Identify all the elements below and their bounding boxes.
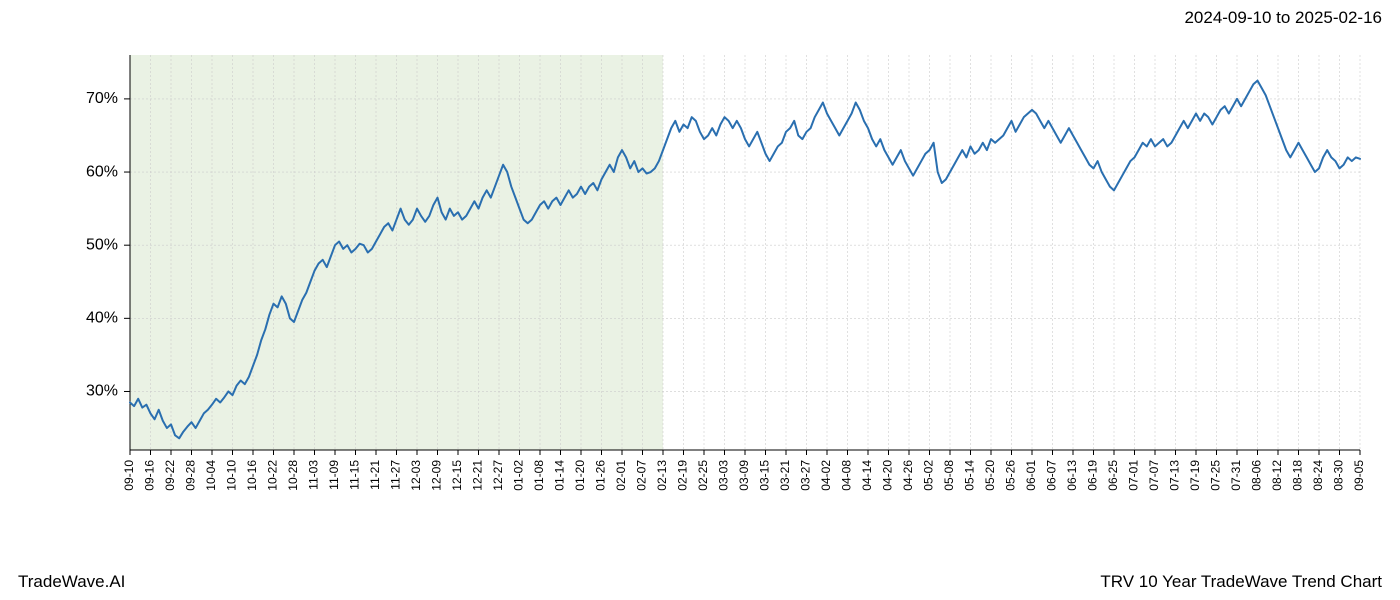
y-tick-label: 50% [86,236,118,253]
y-tick-label: 30% [86,383,118,400]
x-tick-label: 10-04 [204,460,218,491]
x-tick-label: 06-25 [1106,460,1120,491]
x-tick-label: 07-31 [1229,460,1243,491]
x-tick-label: 04-20 [881,460,895,491]
x-tick-label: 07-13 [1168,460,1182,491]
trend-line-chart: 30% 40% 50% 60% 70% 09-10 09-16 09-22 09-28 10-04… [0,45,1400,560]
x-tick-label: 11-27 [389,460,403,490]
x-tick-label: 07-19 [1188,460,1202,491]
chart-title: TRV 10 Year TradeWave Trend Chart [1100,572,1382,592]
y-tick-label: 60% [86,163,118,180]
x-tick-label: 01-26 [594,460,608,491]
x-tick-label: 11-15 [348,460,362,490]
x-tick-label: 02-01 [614,460,628,491]
x-tick-label: 09-22 [163,460,177,491]
x-tick-label: 10-22 [266,460,280,491]
x-tick-label: 06-07 [1045,460,1059,491]
x-tick-label: 06-13 [1065,460,1079,491]
chart-container: 30% 40% 50% 60% 70% 09-10 09-16 09-22 09-28 10-04… [0,45,1400,560]
x-tick-label: 10-10 [225,460,239,491]
x-tick-label: 09-28 [184,460,198,491]
date-range-label: 2024-09-10 to 2025-02-16 [1184,8,1382,28]
x-tick-label: 02-25 [696,460,710,491]
x-tick-label: 06-01 [1024,460,1038,491]
x-tick-label: 08-06 [1250,460,1264,491]
x-tick-label: 03-03 [717,460,731,491]
x-tick-label: 06-19 [1086,460,1100,491]
x-tick-label: 03-09 [737,460,751,491]
x-tick-label: 07-01 [1127,460,1141,491]
x-tick-label: 11-21 [368,460,382,490]
x-tick-label: 09-16 [143,460,157,491]
x-tick-label: 05-08 [942,460,956,491]
x-tick-label: 01-08 [532,460,546,491]
x-tick-label: 11-09 [327,460,341,490]
x-tick-label: 02-07 [635,460,649,491]
x-tick-label: 04-02 [819,460,833,491]
x-tick-label: 07-25 [1209,460,1223,491]
x-tick-label: 12-09 [430,460,444,491]
x-tick-label: 12-15 [450,460,464,491]
y-tick-label: 70% [86,90,118,107]
y-tick-label: 40% [86,310,118,327]
brand-label: TradeWave.AI [18,572,125,592]
x-tick-label: 05-20 [983,460,997,491]
x-tick-label: 08-30 [1332,460,1346,491]
x-tick-label: 02-19 [676,460,690,491]
x-tick-label: 03-27 [799,460,813,491]
x-tick-label: 07-07 [1147,460,1161,491]
x-tick-label: 08-12 [1270,460,1284,491]
x-tick-label: 01-20 [573,460,587,491]
x-tick-label: 01-02 [512,460,526,491]
x-tick-label: 05-26 [1004,460,1018,491]
x-tick-label: 09-10 [122,460,136,491]
x-tick-label: 10-16 [245,460,259,491]
x-tick-label: 01-14 [553,460,567,491]
x-tick-label: 03-21 [778,460,792,491]
x-tick-label: 03-15 [758,460,772,491]
x-tick-label: 04-14 [860,460,874,491]
x-tick-label: 09-05 [1352,460,1366,491]
x-tick-label: 02-13 [655,460,669,491]
x-tick-label: 04-26 [901,460,915,491]
x-tick-label: 08-18 [1291,460,1305,491]
x-tick-label: 04-08 [840,460,854,491]
x-tick-label: 05-02 [922,460,936,491]
x-tick-label: 12-21 [471,460,485,491]
x-tick-label: 05-14 [963,460,977,491]
x-tick-label: 12-27 [491,460,505,491]
x-tick-label: 08-24 [1311,460,1325,491]
x-tick-label: 12-03 [409,460,423,491]
x-tick-label: 11-03 [307,460,321,490]
x-tick-label: 10-28 [286,460,300,491]
